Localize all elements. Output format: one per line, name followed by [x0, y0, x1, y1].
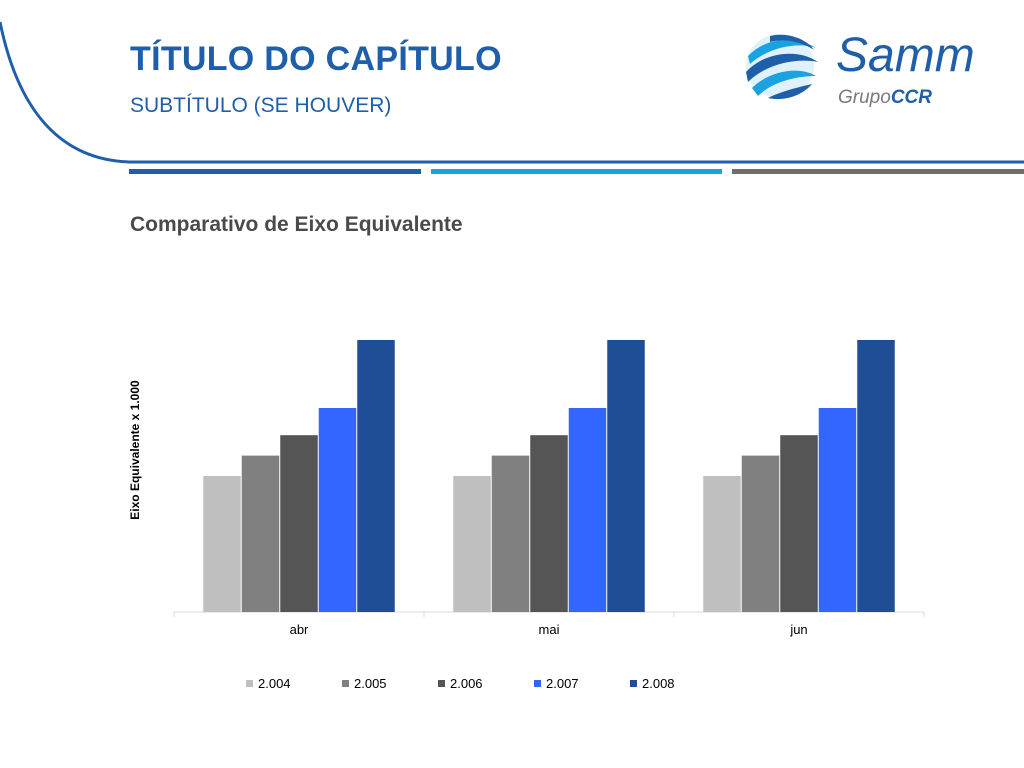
legend-swatch	[246, 680, 253, 687]
legend-swatch	[534, 680, 541, 687]
legend-label: 2.005	[354, 676, 387, 691]
bar-jun-2.007	[818, 408, 857, 612]
bar-abr-2.007	[318, 408, 357, 612]
page-subtitle: SUBTÍTULO (SE HOUVER)	[130, 94, 392, 117]
decorative-header-curve	[0, 21, 1024, 164]
legend-item: 2.007	[534, 676, 630, 691]
x-tick-label: abr	[290, 622, 309, 637]
bar-abr-2.008	[357, 340, 395, 612]
y-axis-label: Eixo Equivalente x 1.000	[128, 380, 142, 520]
page-title: TÍTULO DO CAPÍTULO	[130, 40, 502, 78]
legend-item: 2.004	[246, 676, 342, 691]
legend-swatch	[438, 680, 445, 687]
header-rule-gray	[732, 169, 1024, 174]
bar-mai-2.008	[607, 340, 645, 612]
bar-mai-2.006	[530, 435, 568, 612]
legend-item: 2.006	[438, 676, 534, 691]
bar-abr-2.005	[241, 455, 280, 612]
logo-brand-text: Samm	[836, 29, 975, 82]
x-tick-label: mai	[539, 622, 560, 637]
legend-label: 2.007	[546, 676, 579, 691]
legend-label: 2.008	[642, 676, 675, 691]
chart-legend: 2.004 2.005 2.006 2.007 2.008	[246, 676, 726, 691]
globe-icon	[746, 34, 818, 100]
bar-mai-2.004	[453, 476, 491, 612]
legend-item: 2.008	[630, 676, 726, 691]
bar-jun-2.004	[703, 476, 741, 612]
legend-label: 2.004	[258, 676, 291, 691]
bar-chart: abr mai jun Eixo Equivalente x 1.000	[128, 340, 925, 637]
x-tick-label: jun	[789, 622, 807, 637]
legend-swatch	[630, 680, 637, 687]
logo-group-prefix: Grupo	[838, 87, 891, 108]
legend-swatch	[342, 680, 349, 687]
bar-jun-2.005	[741, 455, 780, 612]
bar-mai-2.007	[568, 408, 607, 612]
chart-title: Comparativo de Eixo Equivalente	[130, 213, 463, 236]
bar-mai-2.005	[491, 455, 530, 612]
bar-jun-2.006	[780, 435, 818, 612]
header-rule-cyan	[431, 169, 722, 174]
header-rule-blue	[129, 169, 421, 174]
legend-label: 2.006	[450, 676, 483, 691]
bar-abr-2.004	[203, 476, 241, 612]
bar-jun-2.008	[857, 340, 895, 612]
legend-item: 2.005	[342, 676, 438, 691]
logo-group-name: CCR	[890, 87, 932, 108]
logo-group-text: GrupoCCR	[838, 88, 932, 108]
bar-abr-2.006	[280, 435, 318, 612]
company-logo: Samm GrupoCCR	[740, 24, 990, 108]
